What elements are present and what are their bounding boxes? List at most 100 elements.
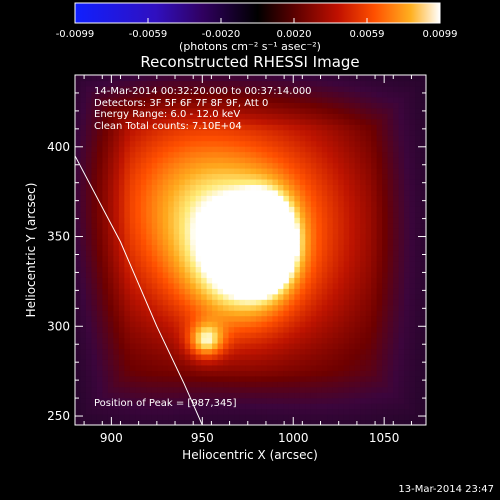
heatmap-cell [157, 375, 164, 382]
heatmap-cell [206, 135, 213, 142]
heatmap-cell [179, 113, 186, 120]
heatmap-cell [398, 189, 405, 196]
heatmap-cell [75, 370, 82, 377]
heatmap-cell [107, 408, 114, 415]
heatmap-cell [96, 364, 104, 371]
heatmap-cell [168, 277, 175, 284]
heatmap-cell [409, 250, 416, 257]
heatmap-cell [409, 75, 416, 82]
heatmap-cell [365, 266, 372, 273]
heatmap-cell [96, 211, 104, 218]
heatmap-cell [310, 162, 317, 169]
heatmap-cell [365, 397, 372, 404]
heatmap-cell [113, 271, 120, 278]
heatmap-cell [354, 293, 361, 300]
heatmap-cell [212, 75, 219, 82]
heatmap-cell [96, 135, 104, 142]
heatmap-cell [321, 107, 328, 114]
heatmap-cell [228, 359, 235, 366]
heatmap-cell [310, 75, 317, 82]
heatmap-cell [316, 206, 323, 213]
heatmap-cell [75, 386, 82, 393]
heatmap-cell [228, 293, 235, 300]
heatmap-cell [404, 244, 411, 251]
heatmap-cell [404, 315, 411, 322]
heatmap-cell [228, 326, 235, 333]
heatmap-cell [261, 157, 268, 164]
heatmap-cell [332, 364, 339, 371]
heatmap-cell [316, 419, 323, 425]
heatmap-cell [261, 408, 268, 415]
heatmap-cell [140, 332, 147, 339]
heatmap-cell [310, 135, 317, 142]
heatmap-cell [360, 414, 367, 421]
heatmap-cell [129, 408, 136, 415]
heatmap-cell [113, 304, 120, 311]
heatmap-cell [376, 337, 383, 344]
heatmap-cell [327, 370, 334, 377]
heatmap-cell [266, 260, 274, 268]
heatmap-cell [420, 124, 426, 131]
heatmap-cell [124, 266, 131, 273]
heatmap-cell [305, 178, 312, 185]
heatmap-cell [135, 299, 142, 306]
heatmap-cell [354, 403, 361, 410]
heatmap-cell [107, 135, 114, 142]
heatmap-cell [261, 370, 268, 377]
heatmap-cell [135, 370, 142, 377]
heatmap-cell [360, 118, 367, 125]
heatmap-cell [206, 271, 213, 278]
heatmap-cell [212, 359, 219, 366]
heatmap-cell [228, 370, 235, 377]
heatmap-cell [261, 102, 268, 109]
heatmap-cell [228, 233, 235, 240]
heatmap-cell [371, 310, 378, 317]
heatmap-cell [173, 342, 180, 350]
heatmap-cell [376, 195, 383, 202]
heatmap-cell [404, 342, 411, 350]
heatmap-cell [195, 189, 202, 196]
heatmap-cell [102, 304, 109, 311]
heatmap-cell [338, 173, 345, 180]
heatmap-cell [250, 96, 257, 103]
heatmap-cell [387, 353, 394, 360]
heatmap-cell [212, 189, 219, 196]
heatmap-cell [206, 288, 213, 295]
heatmap-cell [266, 91, 274, 98]
heatmap-cell [398, 200, 405, 207]
heatmap-cell [343, 173, 350, 180]
heatmap-cell [409, 113, 416, 120]
heatmap-cell [255, 195, 263, 202]
heatmap-cell [228, 277, 235, 284]
heatmap-cell [91, 386, 98, 393]
heatmap-cell [343, 419, 350, 425]
heatmap-cell [316, 217, 323, 224]
heatmap-cell [173, 228, 180, 235]
heatmap-cell [365, 167, 372, 175]
heatmap-cell [266, 392, 274, 399]
heatmap-cell [179, 277, 186, 284]
heatmap-cell [382, 91, 389, 98]
heatmap-cell [360, 244, 367, 251]
heatmap-cell [277, 293, 284, 300]
heatmap-cell [360, 266, 367, 273]
heatmap-cell [283, 386, 290, 393]
heatmap-cell [245, 129, 252, 136]
heatmap-cell [102, 113, 109, 120]
heatmap-cell [261, 348, 268, 355]
heatmap-cell [387, 397, 394, 404]
heatmap-cell [80, 157, 87, 164]
heatmap-cell [283, 244, 290, 251]
heatmap-cell [102, 195, 109, 202]
heatmap-cell [168, 271, 175, 278]
heatmap-cell [140, 96, 147, 103]
heatmap-cell [250, 124, 257, 131]
heatmap-cell [272, 222, 279, 229]
heatmap-cell [382, 184, 389, 191]
heatmap-cell [415, 299, 422, 306]
heatmap-cell [371, 419, 378, 425]
heatmap-cell [113, 173, 120, 180]
heatmap-cell [409, 233, 416, 240]
heatmap-cell [266, 195, 274, 202]
